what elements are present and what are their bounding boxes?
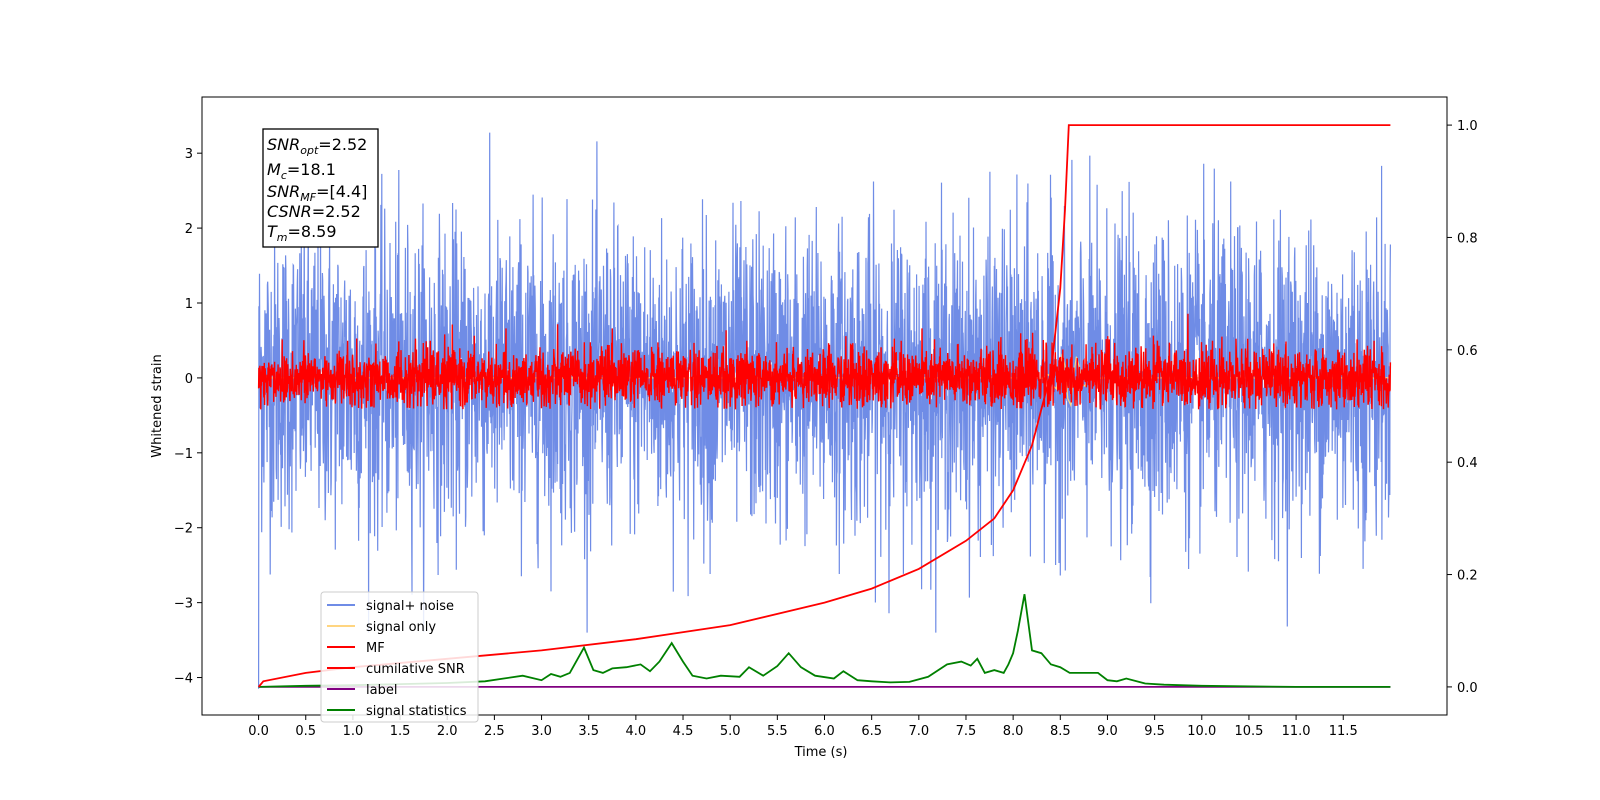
x-tick-label: 2.5	[484, 724, 505, 739]
x-tick-label: 10.5	[1234, 724, 1263, 739]
legend-item-mf: MF	[327, 641, 385, 656]
legend: signal+ noise signal only MF cumilative …	[320, 591, 479, 723]
y-left-tick-label: −4	[174, 672, 193, 687]
x-tick-label: 5.0	[720, 724, 741, 739]
x-tick-label: 7.0	[908, 724, 929, 739]
x-tick-label: 1.0	[343, 724, 364, 739]
x-tick-label: 9.5	[1144, 724, 1165, 739]
y-right-tick-label: 0.6	[1457, 344, 1478, 359]
x-ticks: 0.0 0.5 1.0 1.5 2.0 2.5 3.0 3.5 4.0 4.5 5.0 5.5 6.0 6…	[248, 715, 1358, 739]
x-tick-label: 9.0	[1097, 724, 1118, 739]
x-tick-label: 8.5	[1050, 724, 1071, 739]
x-tick-label: 10.0	[1187, 724, 1216, 739]
series-mf	[257, 313, 1392, 410]
x-tick-label: 11.5	[1329, 724, 1358, 739]
y-right-tick-label: 0.4	[1457, 456, 1478, 471]
y-left-tick-label: 1	[185, 297, 193, 312]
legend-item-label: label	[327, 683, 397, 698]
info-tm: Tm=8.59	[267, 222, 337, 244]
y-left-tick-label: 3	[185, 147, 193, 162]
x-tick-label: 3.5	[578, 724, 599, 739]
info-mc: Mc=18.1	[267, 160, 336, 182]
legend-item-signal-only: signal only	[327, 620, 436, 635]
x-tick-label: 4.0	[626, 724, 647, 739]
x-tick-label: 8.0	[1003, 724, 1024, 739]
y-axis-label: Whitened strain	[150, 354, 165, 457]
info-box: SNRopt=2.52 Mc=18.1 SNRMF=[4.4] CSNR=2.5…	[262, 128, 379, 248]
svg-text:signal only: signal only	[366, 620, 436, 635]
y-left-tick-label: 0	[185, 372, 193, 387]
info-snr-opt: SNRopt=2.52	[267, 135, 367, 157]
x-tick-label: 3.0	[531, 724, 552, 739]
svg-text:signal statistics: signal statistics	[366, 704, 467, 719]
x-tick-label: 5.5	[767, 724, 788, 739]
y-ticks-right: 1.0 0.8 0.6 0.4 0.2 0.0	[1447, 119, 1478, 696]
y-left-tick-label: −3	[174, 597, 193, 612]
legend-item-signal-statistics: signal statistics	[327, 704, 467, 719]
y-left-tick-label: −1	[174, 447, 193, 462]
svg-text:MF: MF	[366, 641, 385, 656]
y-left-tick-label: −2	[174, 522, 193, 537]
x-tick-label: 1.5	[390, 724, 411, 739]
x-axis-label: Time (s)	[794, 745, 848, 760]
y-right-tick-label: 1.0	[1457, 119, 1478, 134]
x-tick-label: 2.0	[437, 724, 458, 739]
legend-item-cumulative-snr: cumilative SNR	[327, 662, 465, 677]
x-tick-label: 7.5	[956, 724, 977, 739]
info-snr-mf: SNRMF=[4.4]	[267, 182, 367, 204]
y-left-tick-label: 2	[185, 222, 193, 237]
svg-text:cumilative SNR: cumilative SNR	[366, 662, 465, 677]
info-csnr: CSNR=2.52	[267, 202, 361, 221]
svg-text:signal+ noise: signal+ noise	[366, 599, 454, 614]
y-right-tick-label: 0.0	[1457, 681, 1478, 696]
x-tick-label: 6.5	[861, 724, 882, 739]
x-tick-label: 11.0	[1282, 724, 1311, 739]
legend-item-signal-noise: signal+ noise	[327, 599, 454, 614]
y-ticks-left: 3 2 1 0 −1 −2 −3 −4	[174, 147, 202, 687]
y-right-tick-label: 0.2	[1457, 569, 1478, 584]
x-tick-label: 0.0	[248, 724, 269, 739]
series-signal-statistics	[258, 594, 1391, 688]
x-tick-label: 4.5	[673, 724, 694, 739]
svg-text:label: label	[366, 683, 397, 698]
y-right-tick-label: 0.8	[1457, 231, 1478, 246]
x-tick-label: 0.5	[295, 724, 316, 739]
x-tick-label: 6.0	[814, 724, 835, 739]
